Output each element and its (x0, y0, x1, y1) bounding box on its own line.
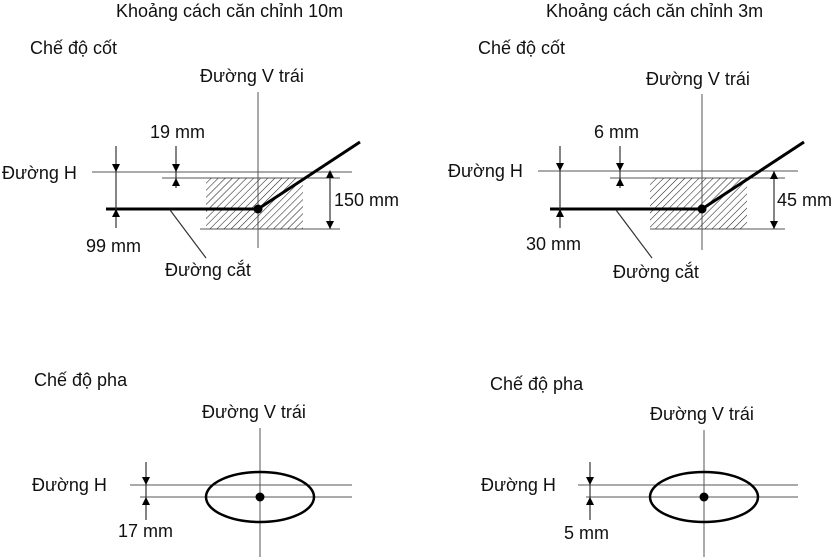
v-line-label: Đường V trái (202, 402, 306, 422)
offset-arrow-up (586, 497, 594, 505)
offset-top-label: 19 mm (150, 122, 205, 142)
h-line-label: Đường H (32, 475, 107, 495)
offset-arrow-down (142, 477, 150, 485)
v-line-label: Đường V trái (646, 69, 750, 89)
cutoff-label: Đường cắt (613, 261, 699, 282)
cutoff-line-incline (701, 140, 805, 211)
heading-left: Khoảng cách căn chỉnh 10m (116, 1, 343, 21)
center-dot (699, 492, 709, 502)
cutoff-leader (169, 209, 207, 259)
offset-top-arrow-up (172, 178, 180, 186)
panel-high-beam-3m: Chế độ pha Đường V trái Đường H 5 mm (481, 374, 798, 557)
center-dot (253, 204, 263, 214)
offset-bottom-label: 30 mm (526, 234, 581, 254)
offset-bottom-label: 99 mm (86, 236, 141, 256)
hot-zone-ellipse (204, 470, 316, 524)
zone-height-arrow-down (770, 221, 778, 229)
offset-bottom-arrow-bottom (112, 209, 120, 217)
heading-right: Khoảng cách căn chỉnh 3m (546, 1, 763, 21)
zone-height-label: 45 mm (777, 190, 832, 210)
v-line-label: Đường V trái (650, 404, 754, 424)
panel-high-beam-10m: Chế độ pha Đường V trái Đường H 17 mm (32, 370, 352, 557)
cutoff-zone (206, 178, 303, 229)
center-dot (697, 204, 707, 214)
offset-top-label: 6 mm (594, 122, 639, 142)
mode-label: Chế độ cốt (478, 38, 565, 58)
cutoff-line-incline (257, 140, 361, 211)
zone-height-arrow-up (770, 171, 778, 179)
h-line-label: Đường H (481, 475, 556, 495)
offset-arrow-down (586, 477, 594, 485)
panel-low-beam-10m: Chế độ cốt Đường V trái Đường H Đường cắ… (2, 38, 399, 280)
offset-label: 5 mm (564, 523, 609, 543)
mode-label: Chế độ cốt (30, 38, 117, 58)
cutoff-zone (650, 178, 747, 229)
h-line-label: Đường H (2, 163, 77, 183)
h-line-label: Đường H (448, 161, 523, 181)
offset-top-arrow-down (616, 163, 624, 171)
panel-low-beam-3m: Chế độ cốt Đường V trái Đường H Đường cắ… (448, 38, 832, 282)
hot-zone-ellipse (648, 470, 760, 524)
offset-arrow-up (142, 497, 150, 505)
cutoff-label: Đường cắt (165, 259, 251, 280)
center-dot (255, 492, 265, 502)
offset-label: 17 mm (118, 521, 173, 541)
cutoff-leader (615, 209, 653, 259)
offset-bottom-arrow-bottom (556, 209, 564, 217)
offset-bottom-arrow-top (556, 163, 564, 171)
v-line-label: Đường V trái (200, 66, 304, 86)
offset-top-arrow-up (616, 178, 624, 186)
mode-label: Chế độ pha (34, 370, 128, 390)
zone-height-arrow-down (326, 221, 334, 229)
mode-label: Chế độ pha (490, 374, 584, 394)
offset-top-arrow-down (172, 164, 180, 172)
zone-height-arrow-up (326, 170, 334, 178)
zone-height-label: 150 mm (334, 190, 399, 210)
offset-bottom-arrow-top (112, 164, 120, 172)
